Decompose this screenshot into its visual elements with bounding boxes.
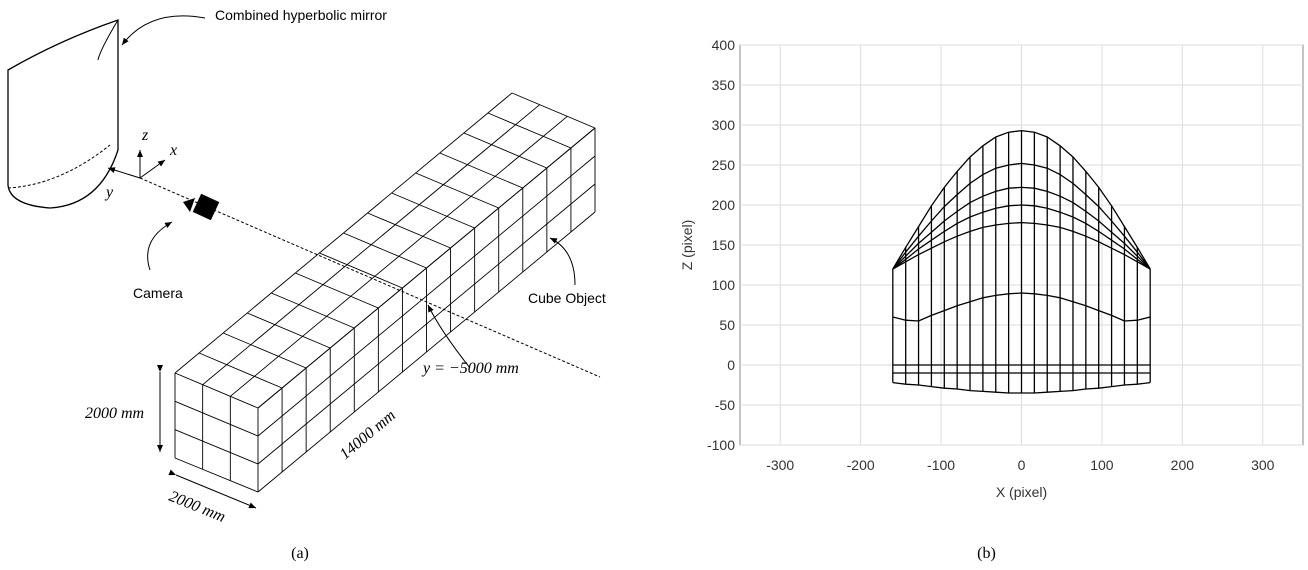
cube-edge [175, 430, 258, 464]
cube-edge [223, 333, 306, 368]
mirror-shape [8, 20, 118, 208]
x-tick-label: 100 [1090, 457, 1114, 473]
length-label: 14000 mm [337, 407, 399, 463]
axis-y: y [104, 184, 114, 201]
panel-b: -300 -200 -100 0 100 200 300 -100 -50 0 50 100 150 20… [679, 37, 1303, 562]
axis-x: x [169, 142, 177, 159]
y-tick-label: 300 [712, 117, 736, 133]
y-tick-label: -50 [715, 397, 735, 413]
cube-edge [175, 373, 258, 408]
x-tick-label: 300 [1251, 457, 1275, 473]
axis-arrow [140, 160, 165, 178]
cube-edge [440, 153, 523, 188]
mirror-label: Combined hyperbolic mirror [215, 7, 387, 23]
y-tick-label: -100 [707, 437, 735, 453]
leader [550, 238, 575, 285]
cube-edge [488, 113, 571, 148]
camera-lens [183, 198, 195, 212]
cube-edge [512, 93, 595, 128]
axis-arrow [108, 168, 140, 178]
y-tick-label: 0 [727, 357, 735, 373]
panel-a: Combined hyperbolic mirror z x y Camera … [8, 7, 606, 562]
cube-edge [344, 233, 427, 268]
y-tick-label: 400 [712, 37, 736, 53]
width-label: 2000 mm [167, 488, 228, 526]
y-tick-label: 250 [712, 157, 736, 173]
y-tick-label: 100 [712, 277, 736, 293]
cube-edge [464, 133, 547, 168]
x-tick-label: -300 [766, 457, 794, 473]
cube-edge [199, 353, 282, 388]
x-tick-label: 0 [1018, 457, 1026, 473]
mirror-rim [8, 145, 110, 188]
cube-edge [416, 173, 499, 208]
cube-edge [319, 253, 402, 288]
x-tick-label: 200 [1171, 457, 1195, 473]
caption: (b) [977, 545, 996, 562]
y-tick-label: 350 [712, 77, 736, 93]
caption: (a) [291, 545, 309, 562]
position-label: y = −5000 mm [421, 360, 519, 377]
cube-edge [295, 273, 378, 308]
x-tick-label: -100 [927, 457, 955, 473]
cube-edge [175, 458, 258, 492]
camera-body [193, 194, 220, 221]
axis-z: z [141, 127, 149, 144]
leader [148, 222, 172, 270]
leader [428, 305, 470, 368]
cube-edge [247, 313, 330, 348]
cube-edge [271, 293, 354, 328]
height-label: 2000 mm [85, 405, 144, 422]
x-tick-label: -200 [847, 457, 875, 473]
leader [122, 16, 205, 45]
cube-edge [392, 193, 475, 228]
figure: Combined hyperbolic mirror z x y Camera … [0, 0, 1308, 570]
camera-label: Camera [133, 285, 183, 301]
y-axis-label: Z (pixel) [679, 220, 695, 271]
y-tick-label: 50 [719, 317, 735, 333]
object-label: Cube Object [528, 290, 606, 306]
y-tick-label: 150 [712, 237, 736, 253]
x-axis-label: X (pixel) [996, 484, 1047, 500]
cube-edge [368, 213, 451, 248]
y-tick-label: 200 [712, 197, 736, 213]
cube-edge [175, 401, 258, 436]
